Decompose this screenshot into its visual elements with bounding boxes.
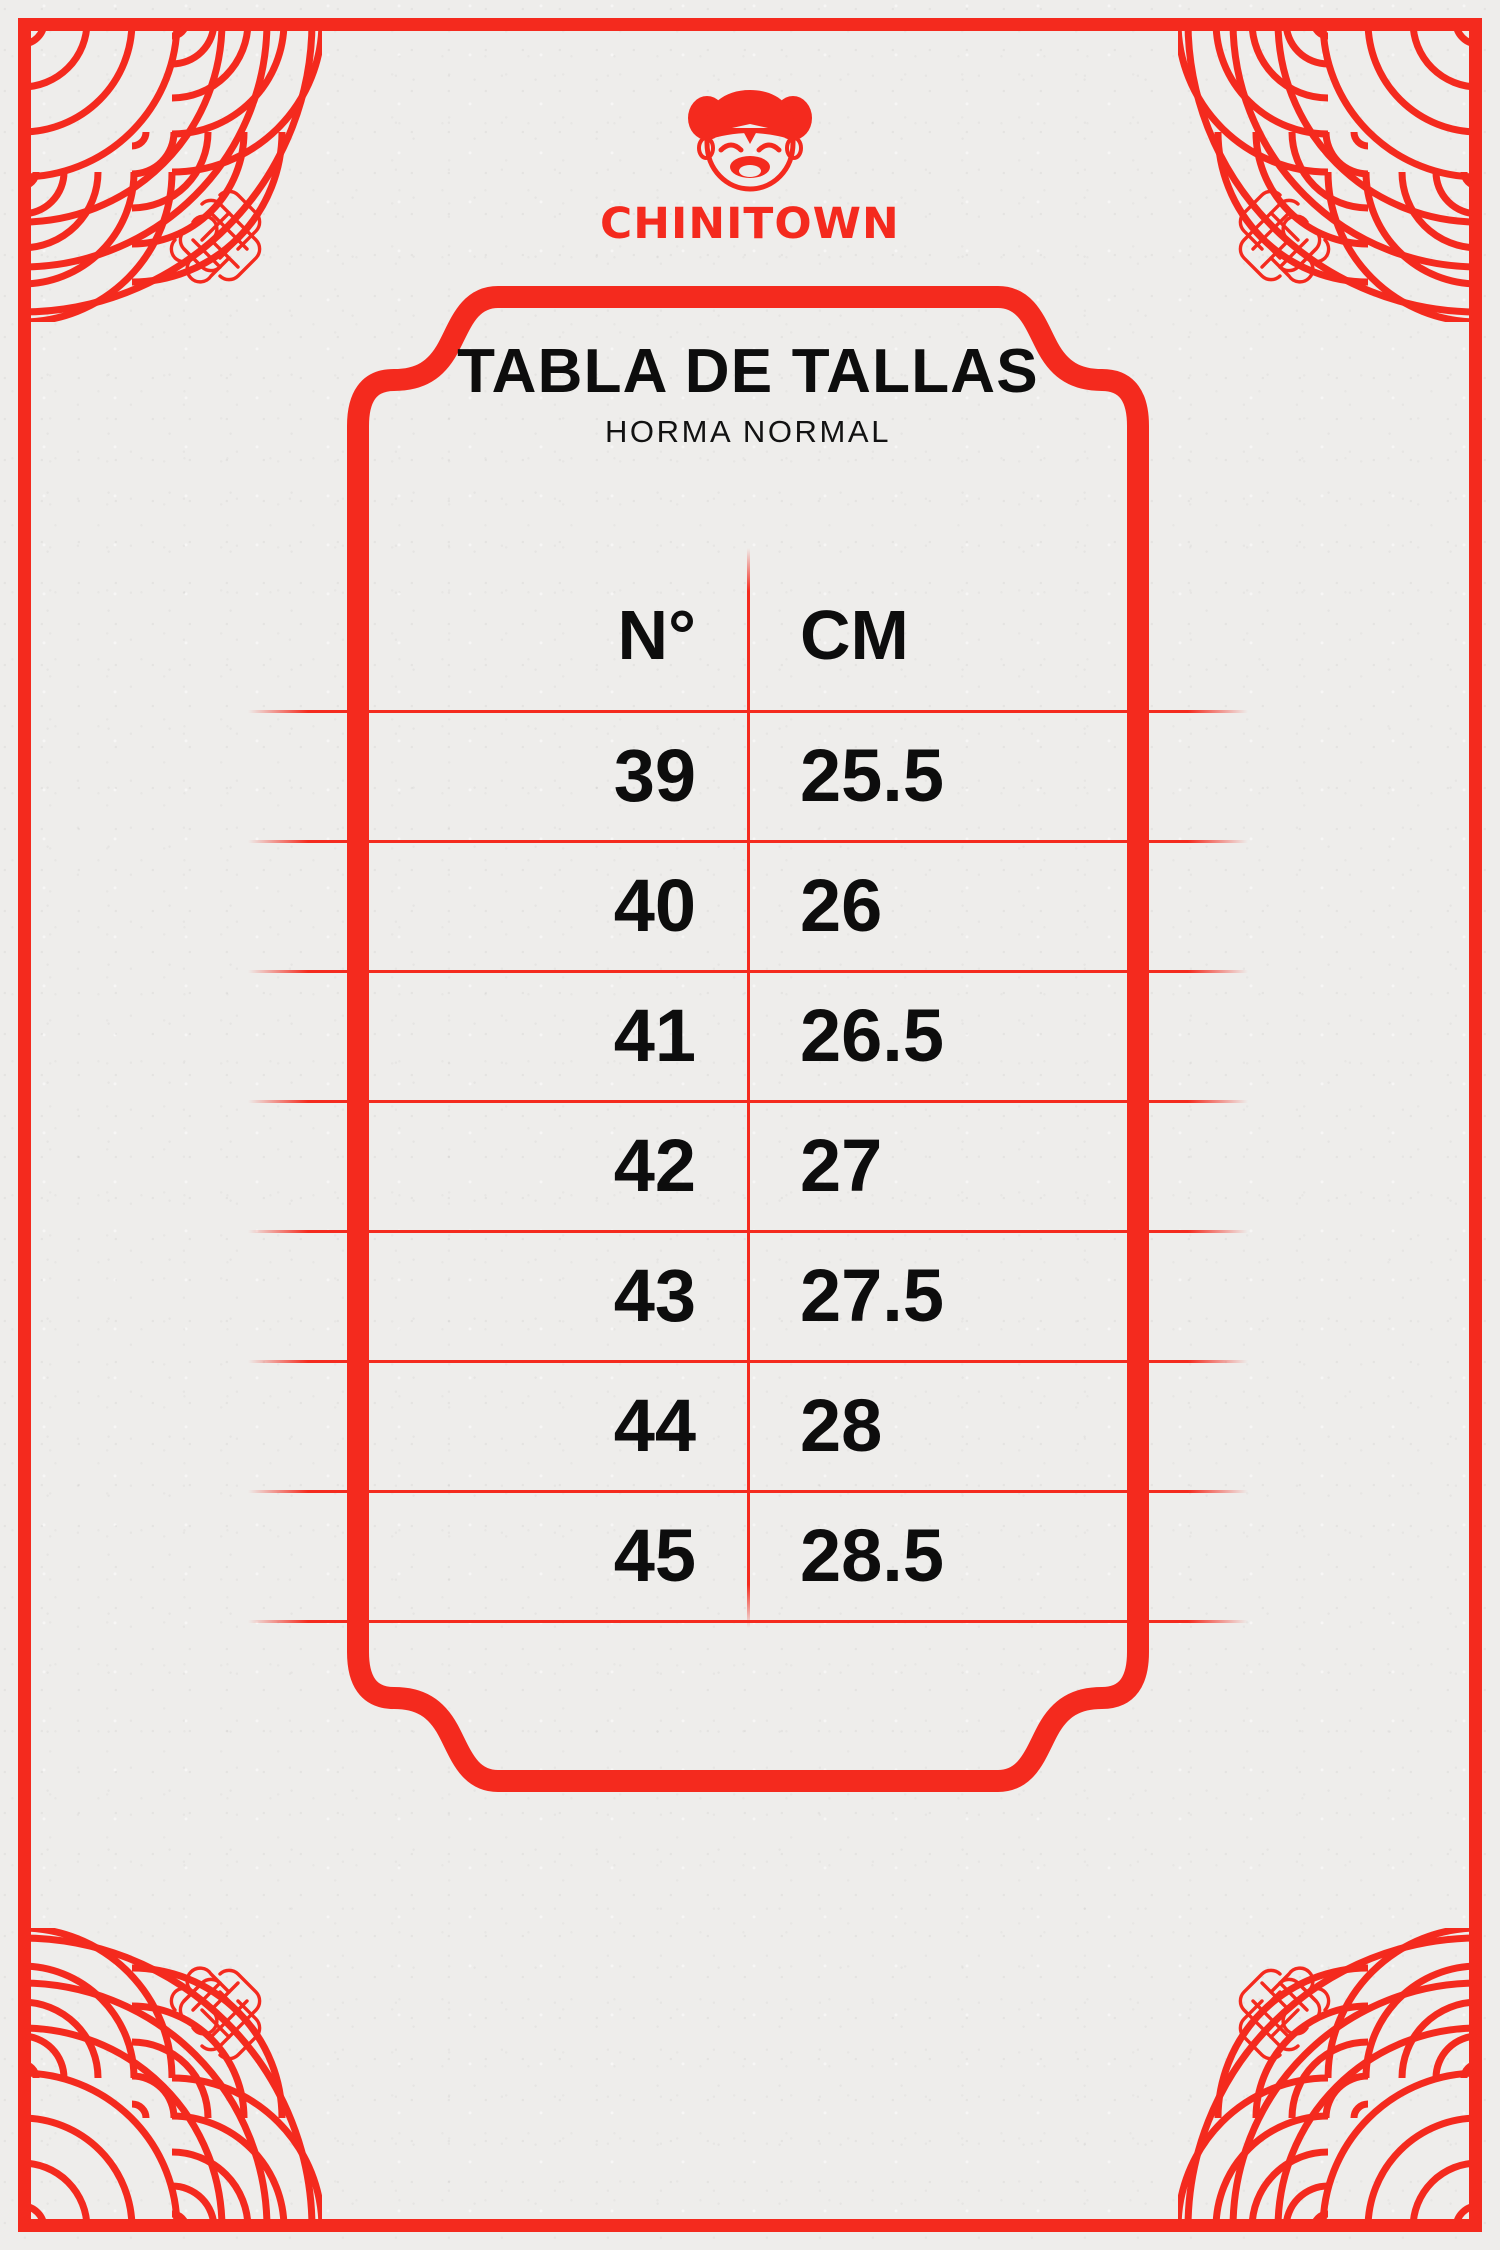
cell-size-cm: 28.5	[800, 1513, 945, 1597]
table-row-divider	[248, 840, 1248, 843]
page-title: TABLA DE TALLAS	[457, 337, 1039, 406]
cell-size-cm: 25.5	[800, 733, 945, 817]
chinese-girl-face-icon	[688, 90, 812, 192]
cell-size-cm: 26.5	[800, 993, 945, 1077]
cell-size-cm: 26	[800, 863, 883, 947]
endless-knot-icon	[169, 1966, 262, 2061]
table-row: 43 27.5	[248, 1230, 1248, 1360]
table-row-divider	[248, 1100, 1248, 1103]
brand-wordmark: CHINITOWN	[600, 199, 900, 249]
cell-size-n: 44	[613, 1383, 696, 1467]
cell-size-n: 42	[613, 1123, 696, 1207]
table-row: 44 28	[248, 1360, 1248, 1490]
table-column-divider	[747, 548, 750, 1628]
table-row: 45 28.5	[248, 1490, 1248, 1620]
endless-knot-icon	[169, 189, 262, 284]
cell-size-n: 43	[613, 1253, 696, 1337]
cell-size-n: 45	[613, 1513, 696, 1597]
table-row-divider	[248, 1360, 1248, 1363]
cell-size-cm: 27	[800, 1123, 883, 1207]
table-row: 41 26.5	[248, 970, 1248, 1100]
column-header-n: N°	[617, 596, 696, 674]
table-row-divider	[248, 1230, 1248, 1233]
table-row: 42 27	[248, 1100, 1248, 1230]
column-header-cm: CM	[800, 596, 909, 674]
brand-logo: CHINITOWN	[0, 88, 1500, 246]
size-table-head: N° CM	[248, 560, 1248, 710]
size-table-body: 39 25.5 40 26 41 26.5 42 27 43 27.5 44 28 45 28.5	[248, 710, 1248, 1620]
size-chart-card: TABLA DE TALLAS HORMA NORMAL	[248, 337, 1248, 450]
table-row: 39 25.5	[248, 710, 1248, 840]
cell-size-cm: 27.5	[800, 1253, 945, 1337]
table-row-divider	[248, 710, 1248, 713]
cell-size-n: 39	[613, 733, 696, 817]
outer-border-frame	[18, 18, 1482, 2232]
table-row: 40 26	[248, 840, 1248, 970]
page-subtitle: HORMA NORMAL	[604, 414, 892, 450]
table-header-row: N° CM	[248, 560, 1248, 710]
endless-knot-icon	[1238, 1966, 1331, 2061]
endless-knot-icon	[1238, 189, 1331, 284]
table-row-divider	[248, 1620, 1248, 1623]
cell-size-n: 41	[613, 993, 696, 1077]
table-row-divider	[248, 970, 1248, 973]
size-table: N° CM 39 25.5 40 26 41 26.5 42 27 43 27.5 44 28 45 28…	[248, 560, 1248, 1620]
cell-size-cm: 28	[800, 1383, 883, 1467]
table-row-divider	[248, 1490, 1248, 1493]
cell-size-n: 40	[613, 863, 696, 947]
